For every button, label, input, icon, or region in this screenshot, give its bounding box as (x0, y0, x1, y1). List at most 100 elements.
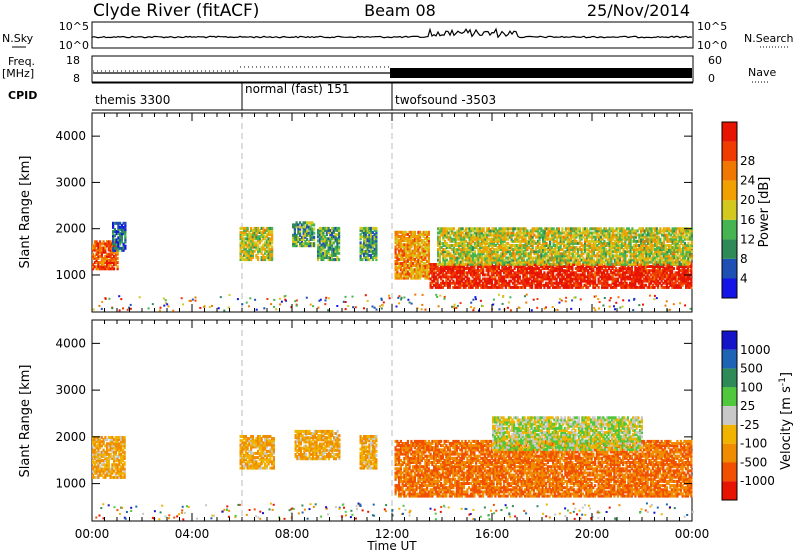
data-cell (375, 253, 378, 257)
data-cell (587, 233, 590, 237)
data-cell (538, 275, 541, 279)
data-cell (458, 237, 461, 241)
data-cell (250, 249, 253, 253)
data-cell (536, 235, 539, 239)
data-cell (359, 233, 362, 237)
data-cell (302, 238, 305, 241)
data-cell (102, 261, 105, 265)
data-cell (413, 251, 416, 255)
data-cell (669, 260, 672, 264)
data-cell (659, 239, 662, 243)
data-cell (501, 265, 504, 268)
data-cell (641, 279, 644, 283)
data-cell (664, 229, 667, 233)
data-cell (605, 229, 608, 233)
data-cell (452, 275, 455, 279)
data-cell (257, 243, 260, 247)
data-cell (622, 273, 625, 277)
data-cell (683, 275, 686, 279)
data-cell (264, 235, 267, 239)
data-cell (601, 231, 604, 235)
data-cell (513, 283, 516, 287)
data-cell (464, 285, 467, 289)
data-cell (487, 254, 490, 258)
data-cell (461, 273, 464, 277)
data-cell (619, 256, 622, 260)
data-cell (671, 231, 674, 235)
data-cell (505, 244, 508, 247)
data-cell (475, 269, 478, 273)
data-cell (517, 256, 520, 260)
data-cell (120, 246, 123, 250)
data-cell (427, 230, 430, 234)
data-cell (636, 285, 639, 289)
data-cell (489, 250, 492, 254)
data-cell (498, 246, 501, 250)
data-cell (111, 265, 114, 269)
data-cell (543, 241, 546, 245)
data-cell (299, 229, 302, 233)
data-cell (619, 244, 622, 247)
data-cell (563, 256, 566, 260)
data-cell (585, 279, 588, 283)
data-cell (426, 274, 429, 278)
data-cell (636, 267, 639, 271)
data-cell (496, 246, 499, 250)
data-cell (243, 233, 246, 237)
scatter-point (245, 301, 248, 304)
scatter-point (456, 304, 459, 307)
data-cell (680, 248, 683, 252)
data-cell (412, 239, 415, 243)
data-cell (605, 258, 608, 262)
data-cell (445, 229, 448, 233)
data-cell (403, 274, 406, 278)
data-cell (394, 239, 397, 243)
data-cell (504, 281, 507, 285)
data-cell (490, 283, 493, 287)
data-cell (426, 237, 429, 240)
data-cell (464, 275, 467, 279)
data-cell (117, 238, 120, 242)
data-cell (664, 273, 667, 277)
data-cell (410, 262, 413, 265)
data-cell (620, 237, 623, 241)
data-cell (638, 237, 641, 241)
data-cell (445, 233, 448, 237)
data-cell (368, 233, 371, 237)
data-cell (107, 246, 110, 250)
data-cell (564, 254, 567, 258)
data-cell (669, 275, 672, 279)
data-cell (669, 283, 672, 287)
data-cell (437, 252, 440, 256)
data-cell (539, 269, 542, 273)
data-cell (489, 254, 492, 258)
data-cell (322, 237, 325, 241)
data-cell (304, 227, 307, 231)
data-cell (571, 279, 574, 283)
data-cell (630, 267, 633, 271)
data-cell (119, 221, 122, 225)
data-cell (577, 227, 580, 231)
data-cell (403, 232, 406, 236)
data-cell (659, 229, 662, 233)
data-cell (364, 251, 367, 255)
data-cell (561, 237, 564, 241)
data-cell (116, 265, 119, 269)
data-cell (484, 237, 487, 241)
data-cell (438, 254, 441, 258)
data-cell (422, 235, 425, 238)
data-cell (673, 246, 676, 250)
data-cell (486, 239, 489, 243)
data-cell (521, 235, 524, 239)
data-cell (124, 221, 127, 225)
data-cell (364, 228, 367, 232)
data-cell (506, 283, 509, 287)
data-cell (456, 248, 459, 252)
data-cell (248, 251, 251, 255)
data-cell (459, 260, 462, 264)
data-cell (662, 273, 665, 277)
data-cell (422, 251, 425, 255)
data-cell (680, 239, 683, 243)
data-cell (490, 265, 493, 268)
data-cell (561, 239, 564, 243)
